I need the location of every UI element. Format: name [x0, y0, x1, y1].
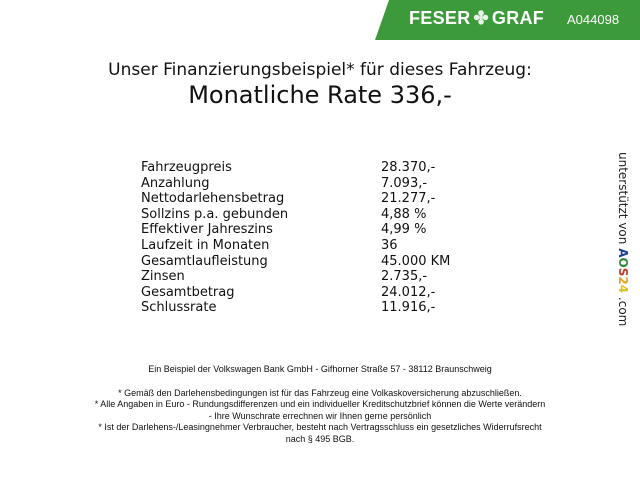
row-label: Anzahlung: [141, 175, 210, 191]
footnote: nach § 495 BGB.: [285, 433, 355, 444]
monthly-rate: Monatliche Rate 336,-: [188, 81, 452, 109]
row-value: 7.093,-: [381, 175, 428, 191]
table-row: Nettodarlehensbetrag 21.277,-: [141, 191, 450, 207]
table-row: Zinsen 2.735,-: [141, 269, 450, 285]
row-label: Gesamtbetrag: [141, 284, 235, 300]
table-row: Effektiver Jahreszins 4,99 %: [141, 222, 450, 238]
footnote: - Ihre Wunschrate errechnen wir Ihnen ge…: [208, 410, 432, 421]
row-value: 2.735,-: [381, 269, 428, 285]
footnote: * Ist der Darlehens-/Leasingnehmer Verbr…: [98, 422, 542, 432]
row-value: 11.916,-: [381, 300, 436, 316]
row-value: 4,99 %: [381, 222, 427, 238]
brand-name-2: GRAF: [491, 8, 545, 28]
table-row: Schlussrate 11.916,-: [141, 300, 450, 316]
row-label: Zinsen: [141, 269, 185, 285]
aos24-logo: AOS24: [616, 248, 630, 294]
footnote: * Alle Angaben in Euro - Rundungsdiffere…: [94, 399, 546, 409]
footer: Ein Beispiel der Volkswagen Bank GmbH - …: [0, 364, 640, 445]
page-title: Unser Finanzierungsbeispiel* für dieses …: [108, 60, 532, 80]
row-label: Fahrzeugpreis: [141, 160, 232, 175]
table-row: Gesamtlaufleistung 45.000 KM: [141, 254, 450, 270]
table-row: Fahrzeugpreis 28.370,-: [141, 160, 450, 176]
supported-by: unterstützt von AOS24 .com: [616, 152, 630, 326]
domain-suffix: .com: [616, 296, 630, 327]
row-label: Laufzeit in Monaten: [141, 237, 270, 253]
clover-icon: ✤: [473, 8, 489, 28]
row-value: 28.370,-: [381, 160, 436, 175]
row-value: 36: [381, 237, 398, 253]
row-value: 24.012,-: [381, 284, 436, 300]
row-label: Nettodarlehensbetrag: [141, 191, 285, 207]
brand-banner: [375, 0, 640, 40]
table-row: Laufzeit in Monaten 36: [141, 238, 450, 254]
row-label: Sollzins p.a. gebunden: [141, 206, 289, 222]
row-value: 4,88 %: [381, 206, 427, 222]
finance-table: Fahrzeugpreis 28.370,- Anzahlung 7.093,- Net…: [141, 160, 450, 316]
row-value: 45.000 KM: [381, 253, 451, 269]
row-label: Gesamtlaufleistung: [141, 253, 268, 269]
footnote: * Gemäß den Darlehensbedingungen ist für…: [118, 387, 522, 398]
table-row: Sollzins p.a. gebunden 4,88 %: [141, 207, 450, 223]
table-row: Gesamtbetrag 24.012,-: [141, 285, 450, 301]
row-label: Effektiver Jahreszins: [141, 222, 273, 238]
bank-info: Ein Beispiel der Volkswagen Bank GmbH - …: [148, 364, 492, 374]
row-value: 21.277,-: [381, 191, 436, 207]
brand-logo: FESER ✤ GRAF: [409, 8, 544, 29]
vehicle-code: A044098: [567, 12, 620, 27]
table-row: Anzahlung 7.093,-: [141, 176, 450, 192]
supported-by-label: unterstützt von: [616, 152, 630, 245]
row-label: Schlussrate: [141, 300, 217, 316]
brand-name: FESER: [409, 8, 471, 28]
